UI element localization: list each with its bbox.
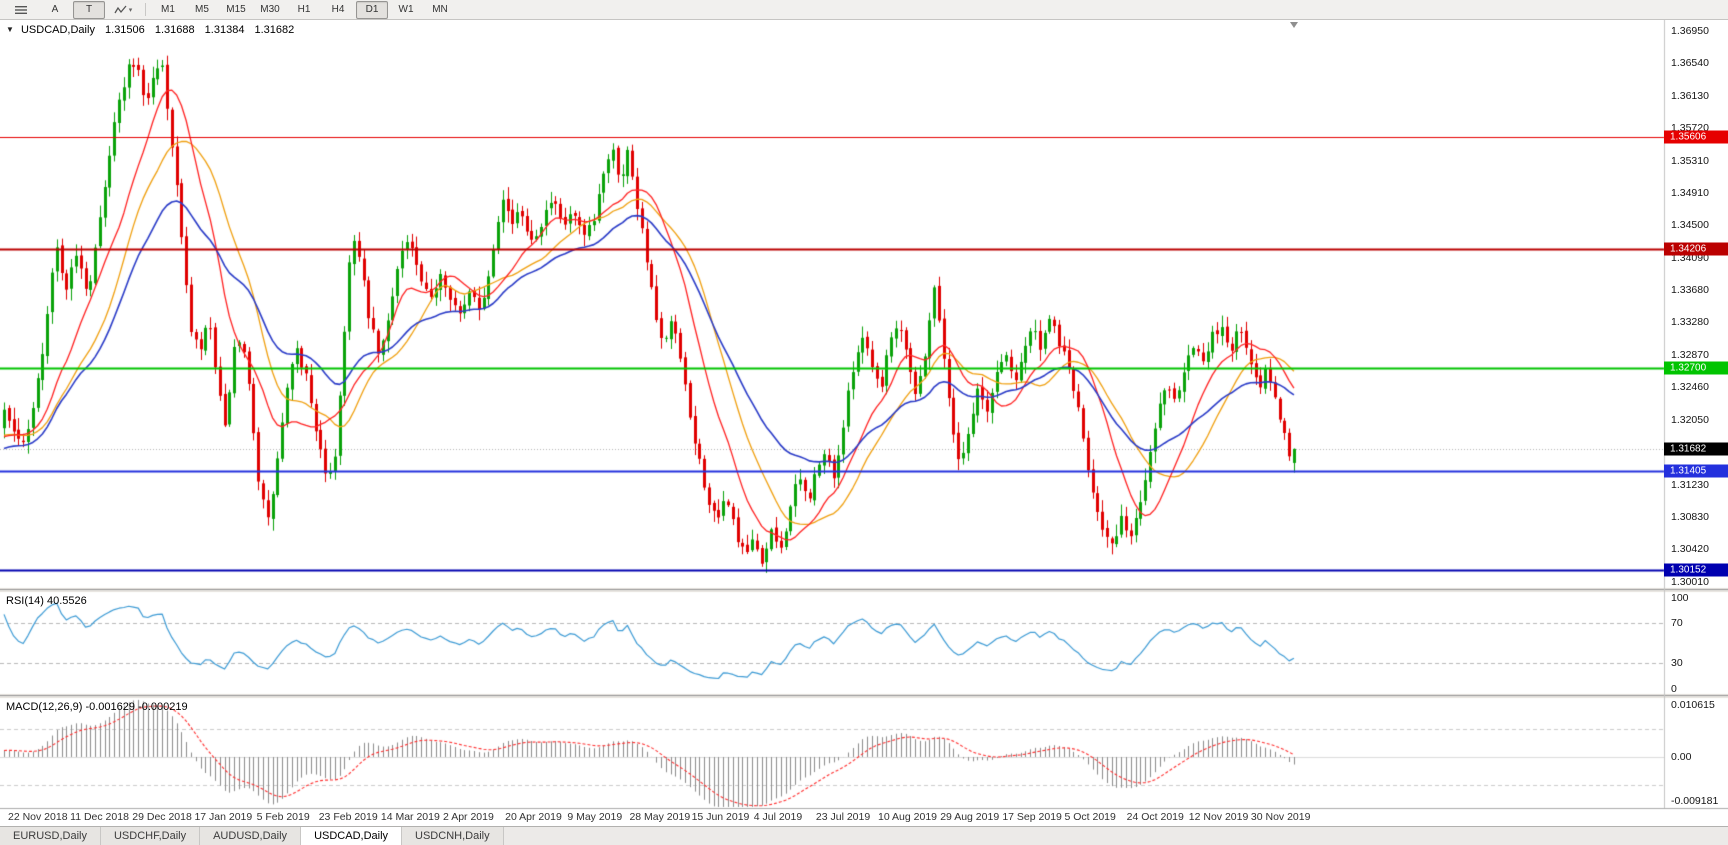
date-axis-label: 9 May 2019 bbox=[567, 811, 623, 823]
timeframe-button-m1[interactable]: M1 bbox=[161, 4, 175, 15]
date-axis-label: 15 Jun 2019 bbox=[691, 811, 750, 823]
timeframe-button-m30[interactable]: M30 bbox=[260, 4, 280, 15]
date-axis-label: 5 Feb 2019 bbox=[256, 811, 310, 823]
price-axis-label: 1.35310 bbox=[1671, 154, 1709, 167]
macd-scale-label: 0.00 bbox=[1671, 750, 1692, 763]
timeframe-button-d1[interactable]: D1 bbox=[356, 0, 388, 19]
date-axis-label: 12 Nov 2019 bbox=[1188, 811, 1249, 823]
cursor-tool-button[interactable]: A bbox=[51, 4, 59, 15]
rsi-label: RSI(14) 40.5526 bbox=[6, 595, 87, 607]
price-axis-label: 1.32460 bbox=[1671, 381, 1709, 394]
tab-usdcad[interactable]: USDCAD,Daily bbox=[301, 827, 403, 845]
price-axis-label: 1.32870 bbox=[1671, 348, 1709, 361]
tab-audusd[interactable]: AUDUSD,Daily bbox=[200, 827, 302, 845]
open-value: 1.31506 bbox=[105, 24, 145, 36]
price-level-tag: 1.31405 bbox=[1664, 464, 1728, 478]
date-axis-label: 28 May 2019 bbox=[629, 811, 691, 823]
date-axis-label: 29 Aug 2019 bbox=[940, 811, 1000, 823]
rsi-scale-label: 100 bbox=[1671, 592, 1689, 604]
price-axis-label: 1.33280 bbox=[1671, 316, 1709, 329]
rsi-scale-label: 70 bbox=[1671, 616, 1683, 629]
chart-shift-marker[interactable] bbox=[1289, 22, 1298, 28]
date-axis-label: 17 Sep 2019 bbox=[1002, 811, 1062, 823]
date-axis[interactable]: 22 Nov 2018 11 Dec 2018 29 Dec 2018 17 Jan … bbox=[0, 808, 1664, 826]
price-level-tag: 1.30152 bbox=[1664, 563, 1728, 577]
toolbar: A T ▾ M1 M5 M15 M30 H1 H4 D1 W1 MN bbox=[0, 0, 1728, 20]
low-value: 1.31384 bbox=[204, 24, 245, 36]
current-price-tag: 1.31682 bbox=[1664, 442, 1728, 456]
price-axis-label: 1.30830 bbox=[1671, 510, 1709, 523]
macd-scale-label: -0.009181 bbox=[1671, 795, 1719, 807]
date-axis-label: 5 Oct 2019 bbox=[1064, 811, 1116, 823]
chart-area: ▼ USDCAD,Daily 1.31506 1.31688 1.31384 1… bbox=[0, 20, 1728, 826]
rsi-scale-label: 30 bbox=[1671, 657, 1683, 670]
close-value: 1.31682 bbox=[254, 24, 295, 36]
rsi-scale-label: 0 bbox=[1671, 683, 1677, 695]
price-level-tag: 1.34206 bbox=[1664, 242, 1728, 256]
date-axis-label: 24 Oct 2019 bbox=[1126, 811, 1184, 823]
timeframe-group: M1 M5 M15 M30 H1 H4 D1 W1 MN bbox=[151, 0, 457, 19]
date-axis-label: 23 Jul 2019 bbox=[815, 811, 871, 823]
date-axis-label: 14 Mar 2019 bbox=[380, 811, 440, 823]
symbol-label: USDCAD,Daily bbox=[20, 24, 95, 36]
tab-usdcnh[interactable]: USDCNH,Daily bbox=[402, 827, 504, 845]
date-axis-label: 10 Aug 2019 bbox=[878, 811, 938, 823]
price-axis-label: 1.36130 bbox=[1671, 89, 1709, 102]
timeframe-button-mn[interactable]: MN bbox=[432, 4, 448, 15]
timeframe-button-m15[interactable]: M15 bbox=[226, 4, 246, 15]
date-axis-label: 17 Jan 2019 bbox=[194, 811, 253, 823]
date-axis-label: 4 Jul 2019 bbox=[753, 811, 803, 823]
polyline-tool-icon bbox=[114, 5, 127, 13]
date-axis-label: 23 Feb 2019 bbox=[318, 811, 378, 823]
text-tool-button[interactable]: T bbox=[73, 0, 105, 19]
price-axis-label: 1.31230 bbox=[1671, 478, 1709, 491]
price-axis-label: 1.32050 bbox=[1671, 413, 1709, 426]
price-axis-label: 1.34500 bbox=[1671, 219, 1709, 232]
high-value: 1.31688 bbox=[154, 24, 195, 36]
dropdown-arrow-icon: ▾ bbox=[128, 6, 133, 14]
price-axis-label: 1.34910 bbox=[1671, 186, 1709, 199]
chart-header: ▼ USDCAD,Daily 1.31506 1.31688 1.31384 1… bbox=[6, 24, 294, 36]
date-axis-label: 22 Nov 2018 bbox=[8, 811, 68, 823]
price-level-tag: 1.35606 bbox=[1664, 130, 1728, 144]
price-axis-label: 1.36950 bbox=[1671, 24, 1709, 37]
timeframe-button-w1[interactable]: W1 bbox=[398, 4, 414, 15]
price-axis-label: 1.36540 bbox=[1671, 57, 1709, 70]
timeframe-button-h4[interactable]: H4 bbox=[331, 4, 345, 15]
tab-usdchf[interactable]: USDCHF,Daily bbox=[100, 827, 201, 845]
date-axis-label: 2 Apr 2019 bbox=[443, 811, 494, 823]
price-chart-canvas[interactable] bbox=[0, 20, 1728, 826]
macd-label: MACD(12,26,9) -0.001629 -0.000219 bbox=[6, 701, 188, 713]
tab-eurusd[interactable]: EURUSD,Daily bbox=[0, 827, 101, 845]
menu-icon[interactable] bbox=[5, 1, 37, 19]
toolbar-separator bbox=[145, 3, 146, 16]
price-axis-label: 1.33680 bbox=[1671, 284, 1709, 297]
price-level-tag: 1.32700 bbox=[1664, 361, 1728, 375]
price-axis[interactable]: 1.36950 1.36540 1.36130 1.35720 1.35310 1.349… bbox=[1664, 20, 1728, 808]
chart-tabs: EURUSD,Daily USDCHF,Daily AUDUSD,Daily USDC… bbox=[0, 826, 1728, 845]
price-axis-label: 1.30420 bbox=[1671, 543, 1709, 556]
polyline-tool-button[interactable]: ▾ bbox=[107, 1, 139, 19]
timeframe-button-h1[interactable]: H1 bbox=[297, 4, 311, 15]
timeframe-button-m5[interactable]: M5 bbox=[195, 4, 209, 15]
date-axis-label: 30 Nov 2019 bbox=[1250, 811, 1311, 823]
price-axis-label: 1.30010 bbox=[1671, 575, 1709, 588]
date-axis-label: 11 Dec 2018 bbox=[70, 811, 129, 823]
date-axis-label: 20 Apr 2019 bbox=[505, 811, 562, 823]
macd-scale-label: 0.010615 bbox=[1671, 699, 1715, 711]
collapse-arrow-icon[interactable]: ▼ bbox=[6, 25, 14, 34]
date-axis-label: 29 Dec 2018 bbox=[132, 811, 192, 823]
